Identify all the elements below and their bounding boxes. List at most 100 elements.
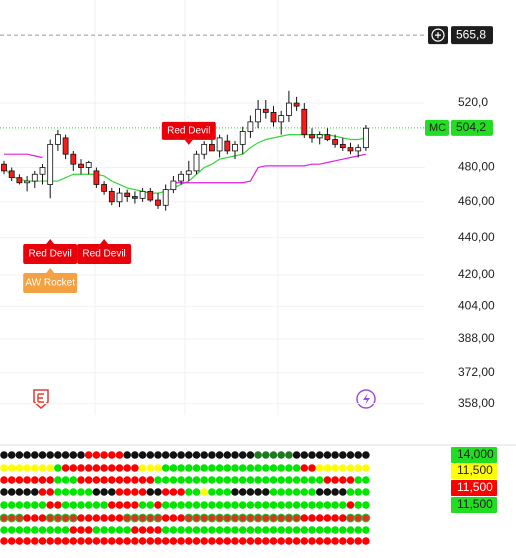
indicator-dot	[276, 513, 286, 523]
indicator-dot	[146, 526, 155, 534]
indicator-dot	[315, 476, 324, 484]
indicator-dot	[277, 488, 286, 496]
indicator-dot	[54, 526, 62, 534]
indicator-dot	[323, 514, 332, 522]
indicator-dot	[192, 501, 201, 509]
indicator-dot	[145, 513, 155, 523]
indicator-dot	[54, 451, 62, 459]
indicator-dot	[146, 501, 155, 509]
indicator-dot	[246, 537, 255, 545]
candle-body	[147, 190, 154, 201]
indicator-dot	[315, 514, 324, 522]
candle-body	[170, 180, 177, 191]
candle-body	[62, 137, 69, 155]
indicator-dot	[238, 501, 247, 509]
candle-body	[39, 167, 46, 175]
indicator-dot	[238, 451, 247, 459]
indicator-dot	[262, 537, 270, 545]
indicator-dot	[331, 476, 339, 484]
indicator-dot	[331, 501, 339, 509]
indicator-dot	[69, 537, 78, 545]
indicator-dot	[238, 488, 247, 496]
indicator-dot	[231, 476, 239, 484]
indicator-dot	[339, 451, 347, 459]
indicator-dot	[245, 513, 255, 523]
indicator-dot	[262, 451, 270, 459]
plus-circle	[431, 28, 445, 42]
indicator-dot	[215, 526, 224, 534]
indicator-dot	[269, 513, 278, 523]
indicator-dot	[138, 464, 147, 472]
indicator-dot	[292, 537, 301, 545]
indicator-dot	[108, 488, 116, 496]
indicator-dot	[246, 526, 255, 534]
indicator-dot	[346, 488, 355, 496]
indicator-dot	[115, 526, 124, 534]
indicator-dot	[262, 476, 270, 484]
annotation-box	[23, 244, 78, 264]
indicator-dot	[108, 464, 116, 472]
indicator-dot	[200, 501, 208, 509]
indicator-dot	[277, 501, 286, 509]
candle-body	[232, 143, 238, 152]
indicator-dot	[123, 488, 131, 496]
indicator-dot	[46, 488, 54, 496]
indicator-dot	[354, 501, 363, 509]
indicator-dot	[208, 464, 216, 472]
indicator-dot	[31, 464, 39, 472]
indicator-dot	[315, 537, 324, 545]
candle-body	[85, 162, 92, 168]
annotation-label: Red Devil	[29, 249, 72, 260]
indicator-dot	[277, 464, 286, 472]
indicator-dot	[31, 514, 39, 522]
indicator-dot	[69, 464, 78, 472]
indicator-dot	[231, 464, 239, 472]
indicator-dot	[254, 537, 262, 545]
indicator-dot	[84, 476, 93, 484]
indicator-dot	[38, 476, 47, 484]
indicator-dot	[292, 451, 301, 459]
indicator-dot	[215, 513, 225, 523]
indicator-dot	[323, 476, 332, 484]
candle-body	[31, 173, 38, 182]
indicator-dot	[161, 488, 170, 496]
indicator-dot	[130, 513, 140, 523]
indicator-dot	[285, 526, 293, 534]
annotation-pointer	[184, 139, 193, 145]
y-tick-label: 388,00	[458, 331, 495, 345]
indicator-dot	[208, 537, 216, 545]
indicator-dot	[68, 513, 78, 523]
lightning-icon[interactable]	[356, 389, 376, 409]
indicator-dot	[200, 488, 208, 496]
indicator-dot	[15, 464, 24, 472]
indicator-dot	[262, 501, 270, 509]
candle-body	[285, 102, 292, 116]
candle-body	[193, 153, 200, 172]
candle-body	[116, 192, 123, 203]
e-icon[interactable]	[33, 389, 49, 409]
indicator-dot	[0, 488, 8, 496]
indicator-dot	[123, 501, 131, 509]
indicator-dot	[331, 488, 339, 496]
indicator-dot	[15, 526, 24, 534]
indicator-dot	[154, 451, 162, 459]
current-tag	[451, 119, 493, 136]
indicator-dot	[177, 451, 185, 459]
indicator-dot	[7, 464, 16, 472]
indicator-dot	[353, 513, 363, 523]
indicator-dot	[208, 501, 216, 509]
indicator-dot	[7, 451, 16, 459]
indicator-dot	[54, 488, 62, 496]
indicator-dot	[354, 451, 363, 459]
indicator-dot	[61, 488, 70, 496]
y-tick-label: 460,00	[458, 194, 495, 208]
indicator-dot	[161, 464, 170, 472]
indicator-dot	[15, 476, 24, 484]
indicator-dot	[177, 464, 185, 472]
candle-body	[309, 134, 315, 139]
indicator-dot	[185, 464, 193, 472]
indicator-dot	[185, 476, 193, 484]
indicator-dot	[177, 514, 185, 522]
indicator-dot	[92, 451, 101, 459]
indicator-dot	[231, 501, 239, 509]
